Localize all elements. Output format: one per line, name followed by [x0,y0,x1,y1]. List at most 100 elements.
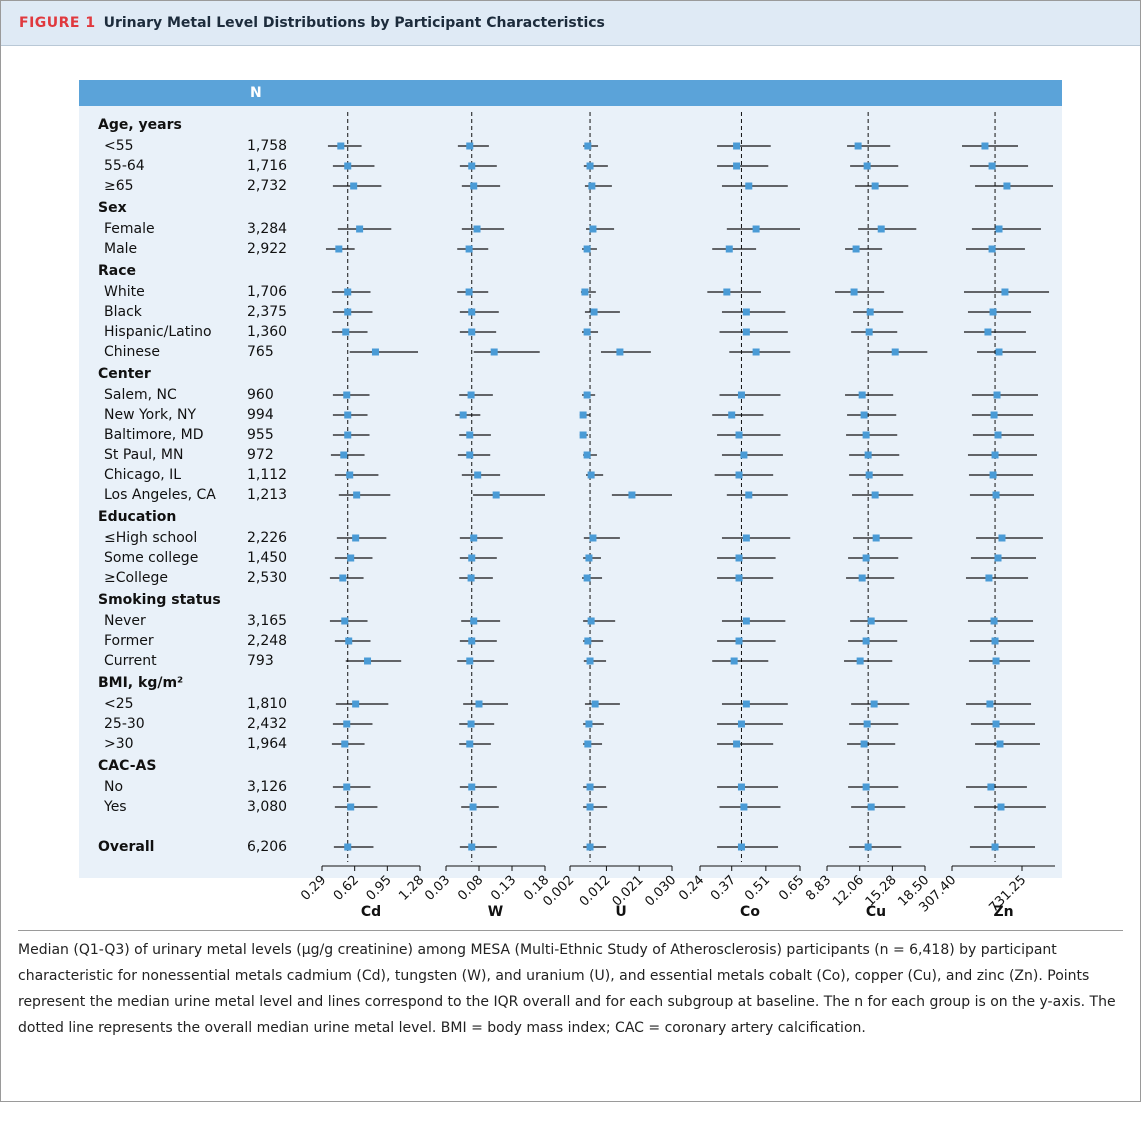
row-label: Black [104,304,143,320]
row-label: <55 [104,138,134,154]
median-marker [466,657,474,665]
row-n: 1,964 [247,736,287,752]
median-marker [352,534,360,542]
median-marker [468,308,476,316]
median-marker [341,740,349,748]
median-marker [459,411,467,419]
median-marker [877,225,885,233]
group-title: Age, years [98,117,182,133]
header-strip [79,80,1062,106]
median-marker [992,657,1000,665]
median-marker [344,288,352,296]
row-n: 2,530 [247,570,287,586]
x-tick-label: 0.012 [577,873,614,910]
group-title: Center [98,366,151,382]
median-marker [579,431,587,439]
median-marker [344,431,352,439]
row-label: White [104,284,145,300]
median-marker [745,182,753,190]
median-marker [990,411,998,419]
x-tick-label: 0.030 [642,873,679,910]
median-marker [725,245,733,253]
median-marker [992,720,1000,728]
median-marker [862,431,870,439]
median-marker [588,182,596,190]
median-marker [586,803,594,811]
row-label: 25-30 [104,716,145,732]
median-marker [371,348,379,356]
median-marker [585,554,593,562]
panel-name: Zn [993,904,1013,920]
median-marker [468,843,476,851]
median-marker [343,783,351,791]
row-n: 1,450 [247,550,287,566]
median-marker [469,803,477,811]
median-marker [850,288,858,296]
x-tick-label: 12.06 [830,873,867,910]
row-label: >30 [104,736,134,752]
row-n: 765 [247,344,274,360]
row-label: ≤High school [104,530,197,546]
median-marker [740,451,748,459]
median-marker [728,411,736,419]
median-marker [854,142,862,150]
median-marker [991,637,999,645]
median-marker [337,142,345,150]
median-marker [468,554,476,562]
median-marker [470,182,478,190]
median-marker [466,740,474,748]
median-marker [583,328,591,336]
median-marker [735,637,743,645]
median-marker [733,142,741,150]
median-marker [742,617,750,625]
row-n: 1,112 [247,467,287,483]
median-marker [752,348,760,356]
median-marker [862,783,870,791]
median-marker [985,574,993,582]
median-marker [870,700,878,708]
median-marker [465,288,473,296]
median-marker [628,491,636,499]
row-label: <25 [104,696,134,712]
row-n: 960 [247,387,274,403]
median-marker [737,391,745,399]
median-marker [470,617,478,625]
median-marker [737,783,745,791]
row-label: Hispanic/Latino [104,324,212,340]
median-marker [989,308,997,316]
median-marker [871,182,879,190]
median-marker [852,245,860,253]
row-n: 2,248 [247,633,287,649]
median-marker [343,391,351,399]
median-marker [742,534,750,542]
median-marker [858,574,866,582]
median-marker [735,574,743,582]
median-marker [468,162,476,170]
row-n: 1,758 [247,138,287,154]
median-marker [586,843,594,851]
median-marker [340,451,348,459]
median-marker [352,700,360,708]
median-marker [864,451,872,459]
median-marker [988,162,996,170]
median-marker [584,637,592,645]
median-marker [584,142,592,150]
median-marker [344,308,352,316]
median-marker [465,245,473,253]
median-marker [468,783,476,791]
median-marker [468,328,476,336]
median-marker [467,574,475,582]
median-marker [473,225,481,233]
median-marker [862,554,870,562]
median-marker [986,700,994,708]
median-marker [863,162,871,170]
row-label: ≥65 [104,178,134,194]
panel-name: W [488,904,503,920]
chart: N Age, years <55 1,758 55-64 1,716 ≥65 2,732 Se… [79,80,1062,920]
row-n: 1,810 [247,696,287,712]
median-marker [994,431,1002,439]
figure-header: FIGURE 1 Urinary Metal Level Distribution… [1,1,1140,46]
median-marker [591,700,599,708]
median-marker [997,803,1005,811]
